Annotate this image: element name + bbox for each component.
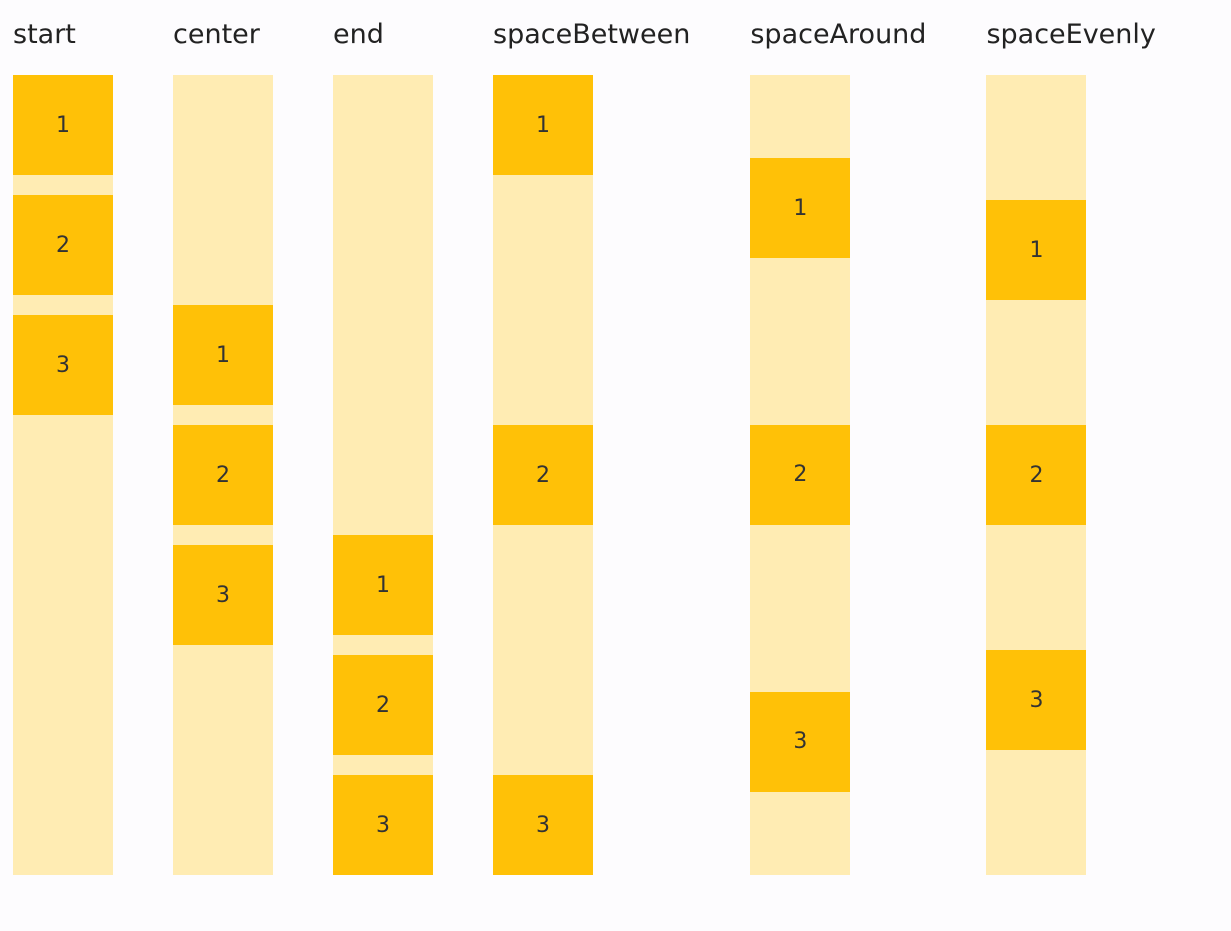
flex-item: 3 [173,545,273,645]
flex-item: 2 [986,425,1087,525]
column: spaceEvenly 1 2 3 [986,14,1156,875]
flex-item: 3 [750,691,851,792]
flex-item: 1 [13,75,113,175]
column: spaceBetween 1 2 3 [493,14,690,875]
column: spaceAround 1 2 3 [750,14,926,875]
column: start 1 2 3 [13,14,113,875]
column: center 1 2 3 [173,14,273,875]
flex-track: 1 2 3 [986,75,1087,875]
flex-track: 1 2 3 [493,75,593,875]
flex-item: 2 [173,425,273,525]
flex-item: 3 [493,775,593,875]
flex-item: 2 [13,195,113,295]
column-label: spaceEvenly [986,19,1156,50]
flex-track: 1 2 3 [333,75,433,875]
column-label: spaceBetween [493,19,691,50]
flex-track: 1 2 3 [173,75,273,875]
flex-item: 1 [986,200,1087,300]
column-label: end [333,19,384,50]
flex-track: 1 2 3 [750,75,851,875]
column-label: start [13,19,76,50]
flex-item: 2 [493,425,593,525]
flex-item: 1 [333,535,433,635]
columns: start 1 2 3 center 1 2 3 end 1 2 3 spaceBetween 1 2 3 sp… [13,14,1156,875]
flex-item: 2 [333,655,433,755]
flex-item: 1 [493,75,593,175]
flex-item: 1 [750,158,851,259]
flex-item: 3 [333,775,433,875]
flex-track: 1 2 3 [13,75,113,875]
flex-item: 3 [13,315,113,415]
flex-item: 2 [750,424,851,525]
column-label: spaceAround [750,19,927,50]
column-label: center [173,19,260,50]
flex-item: 1 [173,305,273,405]
column: end 1 2 3 [333,14,433,875]
flex-item: 3 [986,650,1087,750]
